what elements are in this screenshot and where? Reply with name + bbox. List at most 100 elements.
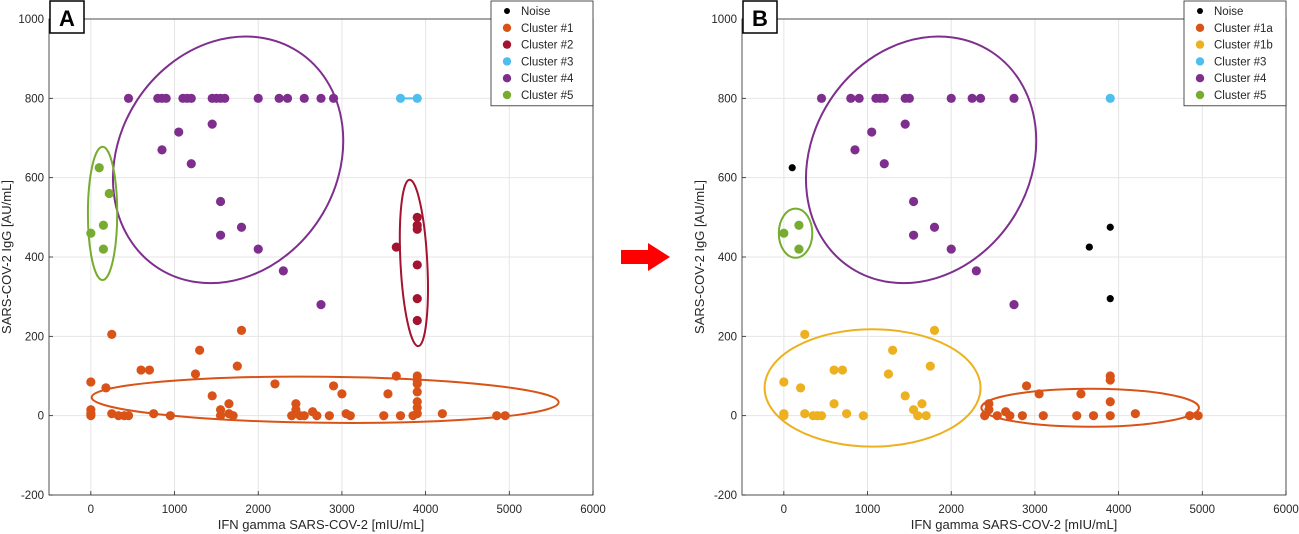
data-point <box>412 315 422 326</box>
data-point <box>278 266 288 276</box>
y-tick-label: -200 <box>21 490 44 502</box>
data-point <box>1085 243 1093 251</box>
legend-marker <box>1195 23 1205 32</box>
data-point <box>800 329 810 339</box>
data-point <box>412 379 422 389</box>
legend-marker <box>1195 90 1205 100</box>
legend: Noise Cluster #1a Cluster #1b Cluster #3 Clu… <box>1183 0 1287 107</box>
y-tick-label: 400 <box>718 252 737 264</box>
data-point <box>220 93 230 103</box>
data-point <box>186 159 196 169</box>
data-point <box>437 409 447 419</box>
y-axis-label: SARS-COV-2 IgG [AU/mL] <box>0 180 14 334</box>
y-tick-label: 600 <box>718 173 737 185</box>
data-point <box>816 93 827 103</box>
data-point <box>900 391 910 401</box>
cluster-ellipse <box>777 207 814 259</box>
x-tick-label: 1000 <box>162 504 188 516</box>
data-point <box>1105 375 1115 385</box>
data-point <box>500 411 510 421</box>
data-point <box>274 93 284 103</box>
data-point <box>215 196 226 207</box>
data-point <box>794 244 804 254</box>
data-point <box>925 361 935 371</box>
data-point <box>412 409 422 419</box>
data-point <box>174 127 184 137</box>
legend-label: Cluster #3 <box>521 56 573 68</box>
data-point <box>224 399 234 409</box>
x-tick-label: 4000 <box>1106 504 1132 516</box>
x-tick-label: 4000 <box>413 504 439 516</box>
data-point <box>842 409 852 419</box>
data-point <box>967 93 977 103</box>
data-point <box>779 377 789 387</box>
data-point <box>123 411 134 421</box>
data-point <box>992 411 1002 421</box>
data-point <box>144 365 155 375</box>
data-point <box>837 365 848 375</box>
data-point <box>207 119 217 129</box>
data-point <box>215 230 226 240</box>
data-point <box>846 93 856 103</box>
legend-label: Cluster #3 <box>1214 56 1266 68</box>
data-point <box>101 383 111 393</box>
data-point <box>312 411 322 421</box>
data-point <box>316 93 326 103</box>
data-point <box>850 145 860 155</box>
legend-box <box>490 0 594 107</box>
data-point <box>1076 389 1086 399</box>
data-point <box>888 345 898 355</box>
x-tick-label: 1000 <box>855 504 881 516</box>
data-point <box>795 383 806 393</box>
y-tick-label: 400 <box>25 252 44 264</box>
data-point <box>107 329 117 339</box>
data-point <box>149 409 159 419</box>
data-point <box>1072 411 1082 421</box>
data-point <box>867 127 877 137</box>
y-tick-label: 1000 <box>711 14 737 26</box>
data-point <box>779 411 789 421</box>
data-point <box>98 220 108 230</box>
legend-label: Cluster #4 <box>1214 73 1267 85</box>
panel-letter: B <box>752 6 768 31</box>
legend-box <box>1183 0 1287 107</box>
data-point <box>492 411 502 421</box>
data-point <box>1009 93 1019 103</box>
data-point <box>236 222 247 232</box>
data-point <box>1005 411 1015 421</box>
data-point <box>395 411 406 421</box>
legend-marker <box>504 8 510 14</box>
y-tick-label: 0 <box>731 411 737 423</box>
legend: Noise Cluster #1 Cluster #2 Cluster #3 Clust… <box>490 0 594 107</box>
panel-a-chart: 0 1000 2000 3000 4000 5000 6000 -200 0 200 400 600 8… <box>0 0 606 532</box>
panel-letter: A <box>59 6 75 31</box>
legend-marker <box>1195 40 1205 49</box>
data-point <box>1017 411 1027 421</box>
data-point <box>412 260 422 270</box>
data-point <box>328 93 339 103</box>
x-tick-label: 0 <box>88 504 94 516</box>
data-point <box>883 369 894 379</box>
data-point <box>236 325 247 335</box>
x-tick-label: 0 <box>781 504 787 516</box>
legend-marker <box>1195 74 1205 83</box>
data-point <box>929 222 940 232</box>
legend-label: Noise <box>521 6 550 18</box>
data-point <box>1038 411 1048 421</box>
data-point <box>299 93 309 103</box>
data-point <box>879 159 889 169</box>
x-axis-label: IFN gamma SARS-COV-2 [mIU/mL] <box>911 517 1118 532</box>
data-point <box>136 365 146 375</box>
data-point <box>282 93 293 103</box>
data-point <box>299 411 309 421</box>
y-tick-label: 1000 <box>18 14 44 26</box>
data-point <box>1105 411 1115 421</box>
legend-marker <box>502 40 512 49</box>
data-point <box>829 399 839 409</box>
legend-label: Cluster #5 <box>521 90 573 102</box>
data-point <box>94 163 104 173</box>
data-point <box>788 164 796 172</box>
data-point <box>157 145 167 155</box>
legend-label: Cluster #4 <box>521 73 574 85</box>
data-point <box>1105 93 1115 103</box>
